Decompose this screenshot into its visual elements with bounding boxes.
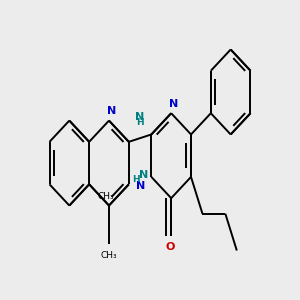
Text: CH₃: CH₃: [98, 192, 114, 201]
Text: N: N: [139, 170, 148, 181]
Text: N: N: [107, 106, 116, 116]
Text: CH₃: CH₃: [101, 251, 117, 260]
Text: H: H: [132, 175, 140, 184]
Text: N: N: [136, 112, 145, 122]
Text: N: N: [169, 99, 179, 109]
Text: N: N: [136, 181, 145, 191]
Text: H: H: [136, 118, 144, 127]
Text: O: O: [165, 242, 174, 252]
